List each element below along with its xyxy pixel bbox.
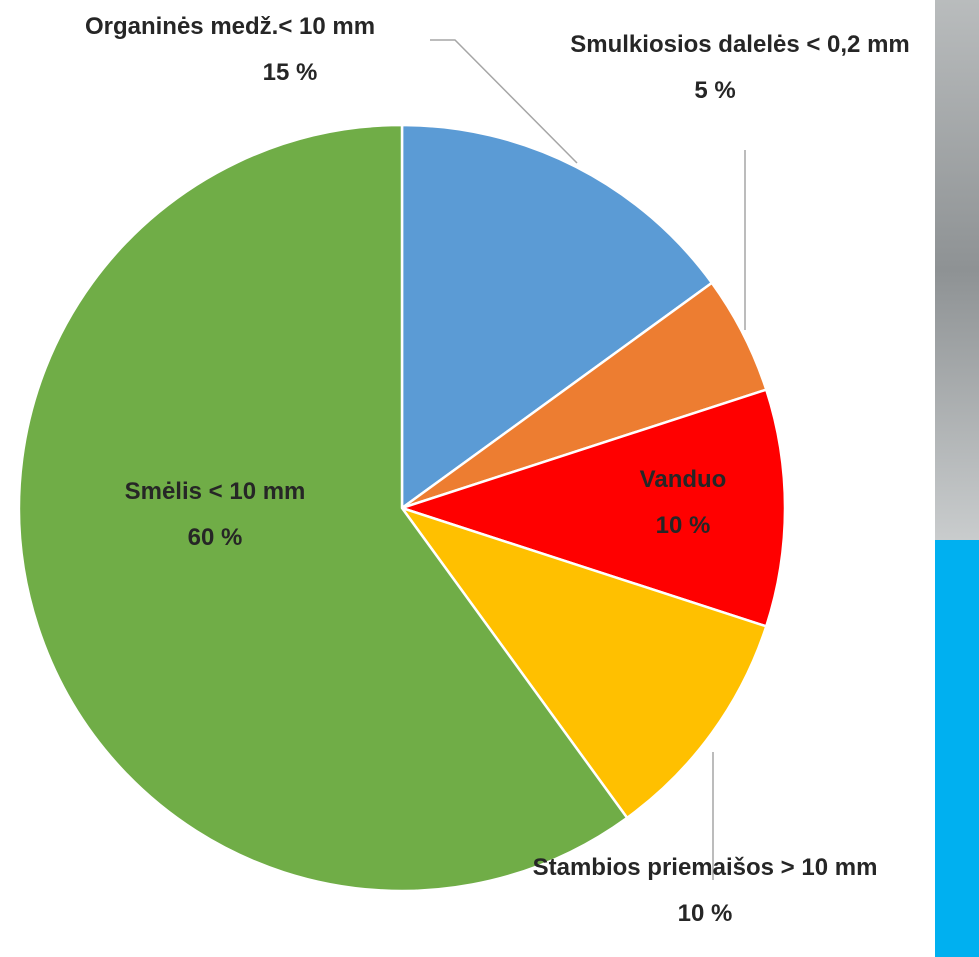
slice-name: Vanduo	[639, 466, 727, 493]
data-label: Stambios priemaišos > 10 mm 10 %	[533, 845, 878, 937]
pie-slice	[17, 123, 629, 893]
pie-slice	[400, 123, 714, 511]
slice-value: 5 %	[694, 77, 736, 104]
slice-value: 15 %	[262, 59, 318, 86]
slice-name: Smėlis < 10 mm	[124, 478, 306, 505]
data-label: Organinės medž.< 10 mm 15 %	[85, 4, 375, 96]
slice-name: Stambios priemaišos > 10 mm	[532, 854, 878, 881]
pie-slice	[398, 505, 768, 820]
slice-value: 10 %	[677, 900, 733, 927]
data-label: Vanduo 10 %	[640, 457, 727, 549]
photo	[935, 0, 979, 540]
leader-line	[430, 39, 578, 164]
pie	[17, 123, 787, 893]
slice-name: Smulkiosios dalelės < 0,2 mm	[570, 31, 910, 58]
slice-value: 60 %	[187, 524, 243, 551]
data-label: Smėlis < 10 mm 60 %	[120, 469, 310, 561]
slice-value: 10 %	[655, 512, 711, 539]
photo-panel	[935, 540, 979, 957]
slice-name: Organinės medž.< 10 mm	[84, 13, 376, 40]
pie-slice	[397, 388, 787, 628]
data-label: Smulkiosios dalelės < 0,2 mm 5 %	[570, 22, 910, 114]
